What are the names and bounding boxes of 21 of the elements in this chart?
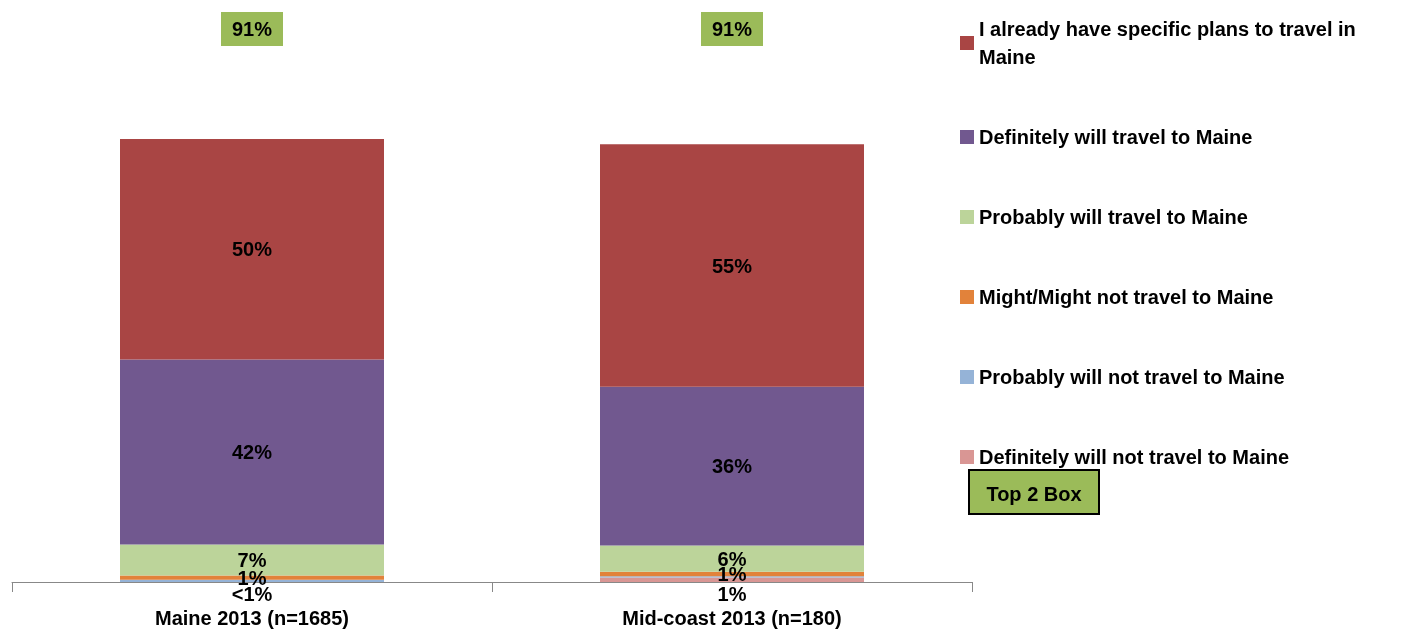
data-label: 55% bbox=[711, 254, 753, 277]
legend-label: Probably will not travel to Maine bbox=[979, 366, 1285, 388]
legend-label: Might/Might not travel to Maine bbox=[979, 286, 1274, 308]
data-label: 1% bbox=[717, 583, 747, 605]
x-tick-label: Mid-coast 2013 (n=180) bbox=[622, 607, 842, 629]
text: 91% bbox=[231, 18, 273, 40]
data-label: 50% bbox=[231, 238, 273, 261]
bar bbox=[120, 359, 384, 545]
data-label: 42% bbox=[231, 440, 273, 463]
legend-label: Probably will travel to Maine bbox=[979, 206, 1248, 228]
text: 91% bbox=[711, 18, 753, 40]
legend-label: I already have specific plans to travel in Maine bbox=[979, 18, 1362, 68]
bar bbox=[600, 386, 864, 546]
data-label: 7% bbox=[237, 548, 267, 571]
text: Top 2 Box bbox=[986, 483, 1082, 505]
bar bbox=[600, 144, 864, 387]
data-label: 36% bbox=[711, 455, 753, 478]
legend-label: Definitely will not travel to Maine bbox=[979, 446, 1290, 468]
legend-label: Definitely will travel to Maine bbox=[979, 126, 1253, 148]
bar bbox=[120, 139, 384, 360]
x-tick-label: Maine 2013 (n=1685) bbox=[155, 607, 349, 629]
